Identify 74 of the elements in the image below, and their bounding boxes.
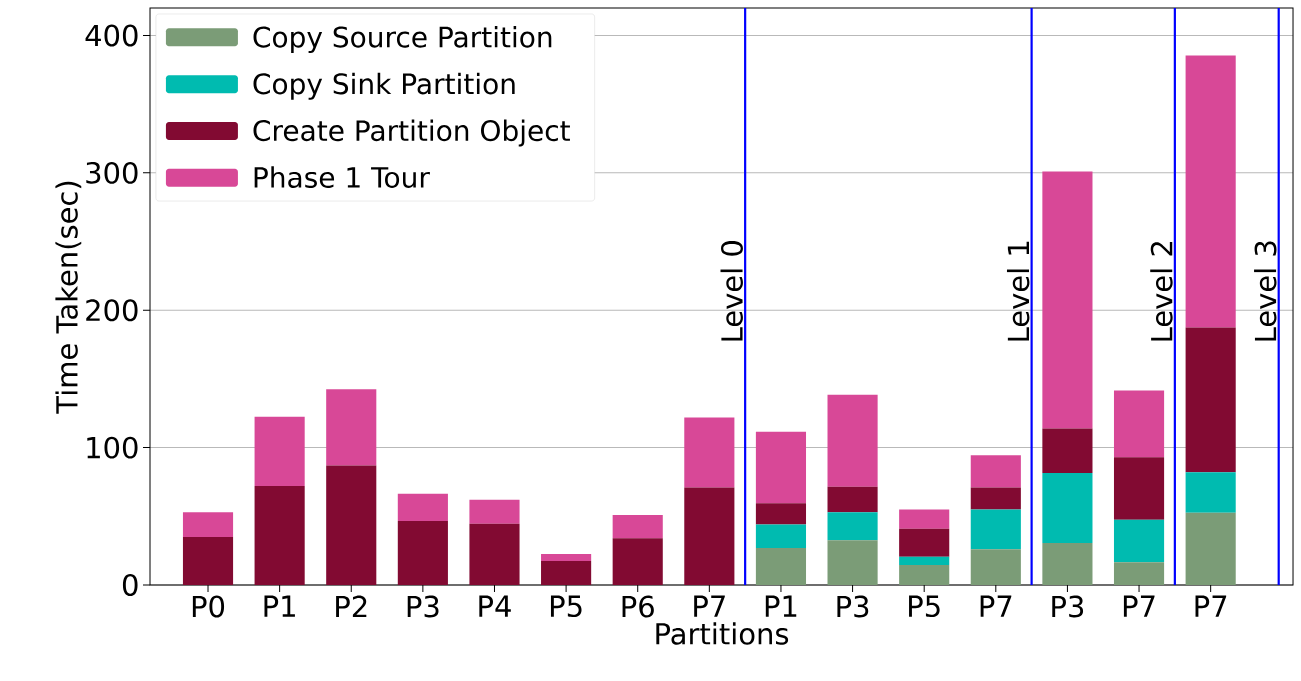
bar (1113, 519, 1165, 563)
bar (1185, 472, 1236, 513)
x-tick-label: P3 (407, 595, 439, 618)
bar (899, 556, 950, 566)
annotation: Level 1 (1006, 241, 1030, 341)
bar (469, 499, 520, 524)
bar (827, 486, 878, 513)
bar (182, 536, 234, 585)
bar (397, 493, 448, 522)
annotation: Level 0 (720, 241, 743, 341)
bar (326, 389, 377, 466)
bar (254, 486, 305, 585)
x-tick-label: P2 (336, 595, 367, 618)
bar (1042, 428, 1093, 474)
y-tick-label: 300 (86, 161, 138, 184)
x-tick-label: P5 (550, 595, 582, 618)
legend-label: Copy Sink Partition (253, 72, 515, 100)
bar (755, 431, 807, 504)
bar (1113, 457, 1165, 520)
y-tick-label: 200 (86, 299, 138, 322)
x-tick-label: P1 (264, 595, 295, 617)
bar (397, 521, 448, 585)
bar (1113, 562, 1165, 585)
x-tick-label: P4 (479, 595, 511, 617)
x-axis-title: Partitions (656, 622, 789, 645)
x-tick-label: P7 (1195, 595, 1227, 617)
bar (1042, 171, 1093, 429)
x-tick-label: P1 (765, 595, 797, 617)
bar (899, 565, 950, 585)
x-tick-label: P7 (1123, 595, 1155, 617)
bar (1042, 473, 1093, 544)
bar (899, 509, 950, 529)
x-tick-label: P7 (694, 595, 725, 617)
x-tick-label: P0 (192, 595, 225, 618)
x-tick-label: P7 (980, 595, 1012, 617)
annotation: Level 3 (1254, 241, 1277, 341)
legend-label: Copy Source Partition (253, 25, 552, 54)
bar (970, 509, 1021, 550)
bar (612, 514, 663, 539)
bar (612, 538, 663, 585)
bar (541, 554, 592, 561)
bar (182, 512, 234, 537)
bar (899, 528, 950, 557)
bar (1185, 327, 1236, 473)
bar (1113, 390, 1165, 458)
bar (970, 549, 1021, 585)
x-tick-label: P6 (622, 595, 654, 618)
bar (1042, 543, 1093, 585)
bar (469, 523, 520, 585)
bar (755, 503, 807, 525)
legend-label: Phase 1 Tour (254, 166, 430, 188)
y-tick-label: 400 (85, 24, 138, 47)
bar (970, 455, 1021, 488)
bar (755, 524, 807, 548)
legend-label: Create Partition Object (253, 119, 570, 147)
bar (326, 465, 377, 585)
bar (1185, 55, 1236, 328)
bar (755, 547, 807, 585)
bar (827, 540, 878, 585)
annotation: Level 2 (1150, 242, 1173, 341)
bar (254, 416, 305, 487)
x-tick-label: P3 (837, 595, 869, 618)
bar (541, 560, 592, 585)
bar (1185, 512, 1236, 585)
bar (827, 512, 878, 541)
bar (970, 487, 1021, 510)
bar (827, 394, 878, 487)
y-axis-title: Time Taken(sec) (55, 181, 82, 414)
x-tick-label: P3 (1052, 595, 1084, 618)
x-tick-label: P5 (909, 595, 940, 618)
y-tick-label: 100 (87, 436, 138, 459)
y-tick-label: 0 (122, 574, 138, 596)
bar (684, 487, 735, 585)
bar (684, 417, 735, 488)
